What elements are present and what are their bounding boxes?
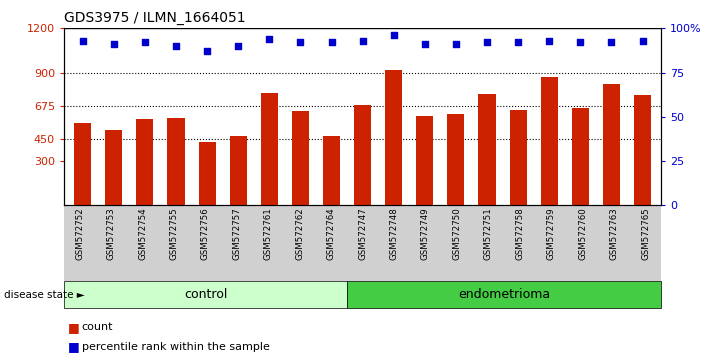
Point bbox=[574, 40, 586, 45]
Bar bbox=[416, 116, 434, 205]
Point bbox=[264, 36, 275, 42]
Bar bbox=[105, 130, 122, 205]
Text: GSM572762: GSM572762 bbox=[295, 207, 304, 260]
Text: GSM572756: GSM572756 bbox=[201, 207, 210, 260]
Point bbox=[637, 38, 648, 44]
Text: GSM572761: GSM572761 bbox=[264, 207, 273, 260]
Text: GSM572752: GSM572752 bbox=[75, 207, 84, 260]
Point bbox=[606, 40, 617, 45]
Point bbox=[326, 40, 337, 45]
Bar bbox=[230, 136, 247, 205]
Text: ■: ■ bbox=[68, 341, 80, 353]
Text: percentile rank within the sample: percentile rank within the sample bbox=[82, 342, 269, 352]
Text: control: control bbox=[183, 288, 227, 301]
Text: count: count bbox=[82, 322, 113, 332]
Text: disease state ►: disease state ► bbox=[4, 290, 85, 300]
Point bbox=[108, 41, 119, 47]
Text: GSM572757: GSM572757 bbox=[232, 207, 241, 260]
Point bbox=[170, 43, 181, 49]
Text: GDS3975 / ILMN_1664051: GDS3975 / ILMN_1664051 bbox=[64, 11, 245, 25]
Point bbox=[357, 38, 368, 44]
Point bbox=[481, 40, 493, 45]
Text: GSM572755: GSM572755 bbox=[169, 207, 178, 260]
Point bbox=[77, 38, 88, 44]
Point bbox=[294, 40, 306, 45]
Bar bbox=[385, 70, 402, 205]
Bar bbox=[479, 94, 496, 205]
Point bbox=[139, 40, 151, 45]
Text: GSM572748: GSM572748 bbox=[390, 207, 399, 260]
Text: GSM572749: GSM572749 bbox=[421, 207, 430, 260]
Text: GSM572754: GSM572754 bbox=[138, 207, 147, 260]
Point bbox=[513, 40, 524, 45]
Bar bbox=[167, 118, 185, 205]
Bar bbox=[510, 110, 527, 205]
Point bbox=[201, 48, 213, 54]
Bar bbox=[292, 111, 309, 205]
Text: GSM572759: GSM572759 bbox=[547, 207, 556, 260]
Point bbox=[419, 41, 430, 47]
Text: GSM572764: GSM572764 bbox=[326, 207, 336, 260]
Text: endometrioma: endometrioma bbox=[458, 288, 550, 301]
Bar bbox=[572, 108, 589, 205]
Text: GSM572758: GSM572758 bbox=[515, 207, 524, 260]
Point bbox=[543, 38, 555, 44]
Text: GSM572751: GSM572751 bbox=[484, 207, 493, 260]
Point bbox=[388, 33, 400, 38]
Bar bbox=[603, 84, 620, 205]
Text: GSM572750: GSM572750 bbox=[452, 207, 461, 260]
Bar bbox=[540, 77, 558, 205]
Bar bbox=[74, 124, 91, 205]
Bar bbox=[354, 105, 371, 205]
Text: GSM572760: GSM572760 bbox=[578, 207, 587, 260]
Text: GSM572763: GSM572763 bbox=[609, 207, 619, 260]
Bar bbox=[447, 114, 464, 205]
Text: GSM572765: GSM572765 bbox=[641, 207, 650, 260]
Point bbox=[232, 43, 244, 49]
Bar bbox=[261, 93, 278, 205]
Point bbox=[450, 41, 461, 47]
Bar bbox=[634, 95, 651, 205]
Bar bbox=[198, 142, 215, 205]
Text: GSM572753: GSM572753 bbox=[107, 207, 116, 260]
Bar bbox=[137, 119, 154, 205]
Text: GSM572747: GSM572747 bbox=[358, 207, 367, 260]
Text: ■: ■ bbox=[68, 321, 80, 334]
Bar bbox=[323, 136, 340, 205]
